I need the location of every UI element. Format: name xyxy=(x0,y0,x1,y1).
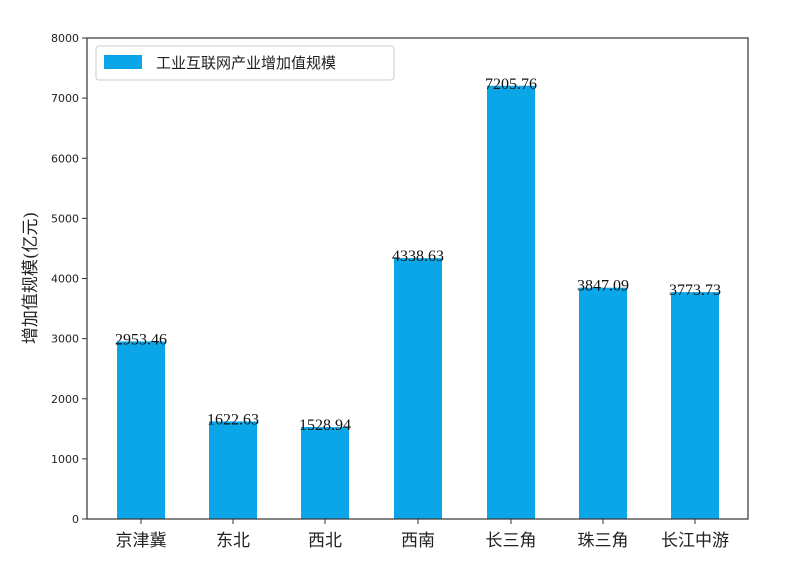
legend-box xyxy=(95,45,395,81)
x-tick-label: 西北 xyxy=(308,531,342,551)
y-tick-label: 7000 xyxy=(51,92,79,105)
y-tick-label: 0 xyxy=(72,513,79,526)
bars: 2953.46 1622.63 1528.94 4338.63 7205.76 3847.… xyxy=(115,76,721,520)
bar-value-label: 2953.46 xyxy=(115,331,167,348)
y-tick-label: 4000 xyxy=(51,273,79,286)
y-axis-ticks: 0 1000 2000 3000 4000 5000 6000 7000 8000 xyxy=(51,32,87,526)
y-axis-label: 增加值规模(亿元) xyxy=(21,212,41,344)
bar-value-label: 3847.09 xyxy=(577,278,629,295)
bar xyxy=(117,341,165,519)
legend: 工业互联网产业增加值规模 xyxy=(95,45,395,81)
bar xyxy=(301,427,349,519)
bar-value-label: 4338.63 xyxy=(392,248,444,265)
x-tick-label: 京津冀 xyxy=(116,531,167,551)
bar-value-label: 3773.73 xyxy=(669,282,721,299)
x-tick-label: 长江中游 xyxy=(661,531,729,551)
y-tick-label: 8000 xyxy=(51,32,79,45)
y-tick-label: 6000 xyxy=(51,152,79,165)
bar-value-label: 1528.94 xyxy=(299,417,351,434)
y-tick-label: 1000 xyxy=(51,453,79,466)
x-tick-label: 东北 xyxy=(216,531,250,551)
x-tick-label: 长三角 xyxy=(486,531,537,551)
bar xyxy=(671,292,719,519)
x-tick-label: 珠三角 xyxy=(578,531,629,551)
bar-value-label: 7205.76 xyxy=(485,76,537,93)
y-tick-label: 2000 xyxy=(51,393,79,406)
bar xyxy=(487,85,535,520)
x-tick-label: 西南 xyxy=(401,531,435,551)
legend-label: 工业互联网产业增加值规模 xyxy=(156,54,336,72)
legend-swatch xyxy=(104,55,142,69)
bar xyxy=(209,421,257,519)
bar xyxy=(394,258,442,519)
y-tick-label: 5000 xyxy=(51,212,79,225)
bar xyxy=(579,287,627,519)
bar-value-label: 1622.63 xyxy=(207,411,259,428)
plot-frame xyxy=(86,37,749,520)
x-axis-ticks: 京津冀 东北 西北 西南 长三角 珠三角 长江中游 xyxy=(116,519,729,551)
y-tick-label: 3000 xyxy=(51,333,79,346)
